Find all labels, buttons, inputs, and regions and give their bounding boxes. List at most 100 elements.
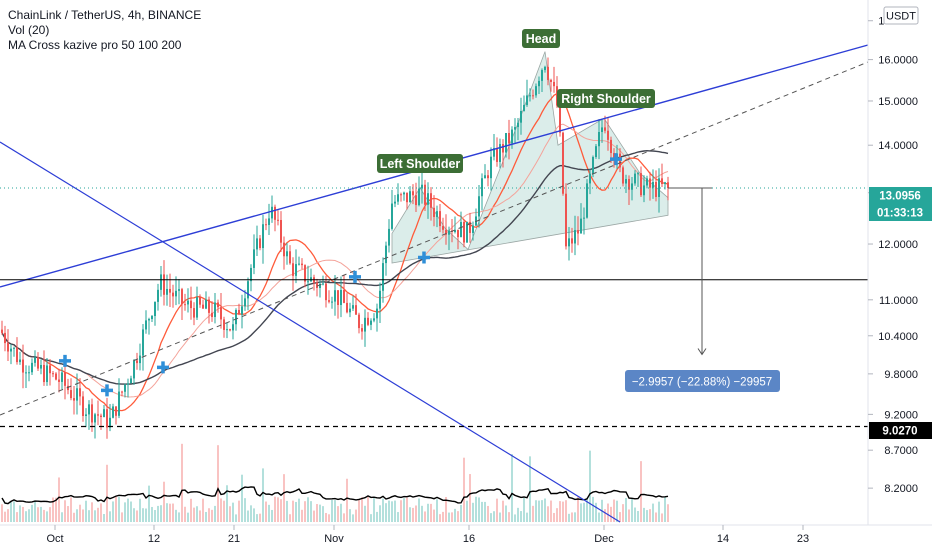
candle-body-62 — [187, 300, 189, 305]
volume-bar-98 — [295, 501, 297, 522]
left-shoulder-label: Left Shoulder — [380, 157, 461, 171]
volume-bar-82 — [247, 510, 249, 522]
candle-body-157 — [472, 225, 474, 233]
volume-bar-71 — [214, 505, 216, 522]
volume-bar-112 — [337, 506, 339, 522]
candle-body-107 — [322, 283, 324, 285]
candle-body-195 — [586, 183, 588, 218]
volume-bar-178 — [535, 500, 537, 522]
candle-body-199 — [598, 131, 600, 147]
currency-badge[interactable] — [883, 6, 919, 25]
volume-bar-172 — [517, 507, 519, 522]
candle-body-211 — [634, 173, 636, 184]
volume-bar-65 — [196, 506, 198, 522]
volume-bar-0 — [1, 504, 3, 522]
candle-body-222 — [667, 182, 669, 189]
candle-body-42 — [127, 383, 129, 385]
candle-body-182 — [547, 66, 549, 80]
x-tick-label-5: Dec — [594, 533, 614, 545]
candle-body-58 — [175, 290, 177, 297]
candle-body-147 — [442, 226, 444, 230]
volume-bar-193 — [580, 503, 582, 522]
volume-bar-25 — [76, 509, 78, 522]
volume-bar-116 — [349, 509, 351, 522]
volume-bar-182 — [547, 506, 549, 522]
currency-label: USDT — [886, 11, 916, 23]
candle-body-83 — [250, 267, 252, 282]
volume-bar-187 — [562, 501, 564, 522]
volume-bar-216 — [649, 509, 651, 522]
volume-indicator-label[interactable]: Vol (20) — [8, 23, 50, 37]
candle-body-100 — [301, 263, 303, 266]
volume-bar-32 — [97, 507, 99, 522]
volume-bar-51 — [154, 510, 156, 522]
volume-bar-70 — [211, 509, 213, 522]
ma-indicator-label[interactable]: MA Cross kazive pro 50 100 200 — [8, 38, 182, 52]
x-tick-label-4: 16 — [463, 533, 475, 545]
volume-bar-96 — [289, 514, 291, 522]
volume-bar-4 — [13, 501, 15, 522]
volume-bar-61 — [184, 506, 186, 522]
volume-bar-153 — [460, 505, 462, 522]
candle-body-18 — [55, 373, 57, 380]
candle-body-218 — [655, 181, 657, 197]
volume-bar-217 — [652, 503, 654, 522]
candle-body-115 — [346, 302, 348, 313]
candle-body-3 — [10, 348, 12, 352]
candle-body-133 — [400, 194, 402, 196]
candle-body-33 — [100, 415, 102, 418]
volume-bar-131 — [394, 500, 396, 522]
right-shoulder-label-bg — [557, 89, 655, 108]
candle-body-22 — [67, 385, 69, 391]
candle-body-174 — [523, 104, 525, 111]
candle-body-101 — [304, 265, 306, 282]
volume-bar-39 — [118, 496, 120, 522]
volume-bar-183 — [550, 500, 552, 522]
volume-bar-109 — [328, 514, 330, 522]
volume-bar-170 — [511, 454, 513, 522]
volume-bar-88 — [265, 501, 267, 522]
volume-bar-43 — [130, 501, 132, 522]
y-tick-label-2: 15.0000 — [878, 96, 918, 108]
candle-body-92 — [277, 219, 279, 221]
pattern-shading — [391, 51, 669, 264]
candle-body-153 — [460, 222, 462, 238]
candle-body-170 — [511, 129, 513, 144]
candle-body-39 — [118, 391, 120, 416]
price-axis: 17.000016.000015.000014.000013.000012.00… — [868, 16, 918, 495]
candle-body-10 — [31, 362, 33, 373]
candle-body-99 — [298, 263, 300, 265]
candle-body-123 — [370, 320, 372, 325]
candle-body-221 — [664, 182, 666, 185]
candle-body-136 — [409, 191, 411, 203]
volume-bar-149 — [448, 512, 450, 522]
candle-body-70 — [211, 312, 213, 318]
volume-bar-27 — [82, 509, 84, 522]
candle-body-59 — [178, 289, 180, 291]
candle-body-132 — [397, 194, 399, 202]
volume-bar-34 — [103, 514, 105, 522]
candle-body-201 — [604, 127, 606, 131]
candle-body-52 — [157, 289, 159, 302]
candle-body-208 — [625, 179, 627, 184]
candle-body-86 — [259, 238, 261, 249]
candle-body-114 — [343, 289, 345, 303]
ma-cross-marker-3 — [349, 270, 361, 283]
candle-body-68 — [205, 299, 207, 309]
candle-body-134 — [403, 192, 405, 195]
candle-body-197 — [592, 157, 594, 174]
volume-bar-78 — [235, 514, 237, 522]
volume-bar-137 — [412, 507, 414, 522]
candle-body-146 — [439, 211, 441, 227]
volume-bar-147 — [442, 511, 444, 522]
candle-body-173 — [520, 110, 522, 123]
volume-bar-30 — [91, 502, 93, 522]
left-shoulder-label-bg — [377, 154, 463, 173]
volume-bar-196 — [589, 450, 591, 522]
volume-bar-184 — [553, 512, 555, 522]
volume-bar-9 — [28, 509, 30, 522]
candle-body-76 — [229, 329, 231, 331]
symbol-title[interactable]: ChainLink / TetherUS, 4h, BINANCE — [8, 8, 202, 22]
volume-bar-165 — [496, 498, 498, 522]
